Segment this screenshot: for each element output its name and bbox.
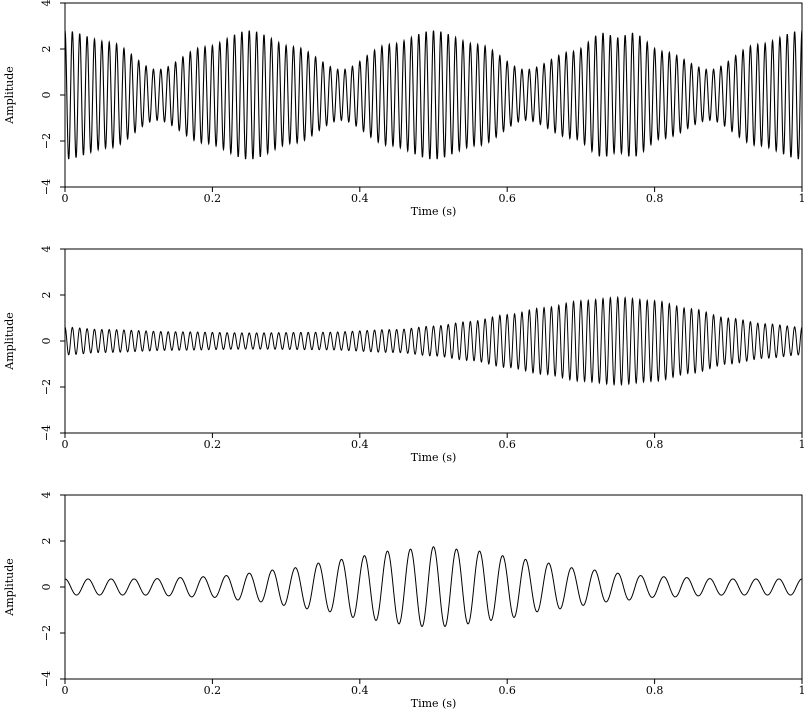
y-tick-label: −2 (40, 133, 53, 149)
x-tick-label: 0.4 (351, 438, 369, 451)
x-tick-label: 0.4 (351, 192, 369, 205)
x-tick-label: 0.6 (498, 684, 516, 697)
x-tick-label: 0.2 (204, 438, 222, 451)
y-tick-label: 2 (40, 292, 53, 299)
series-line-1 (64, 295, 803, 387)
x-tick-label: 0.8 (646, 192, 664, 205)
x-tick-label: 0 (62, 438, 69, 451)
x-axis-label: Time (s) (411, 451, 457, 464)
series-line-1 (64, 546, 803, 627)
chart-panel-2: 0 0.2 0.4 0.6 0.8 1 −4 −2 0 2 4 Time (s) Amplitude (3, 246, 805, 465)
y-tick-label: −2 (40, 379, 53, 395)
y-axis-label: Amplitude (3, 558, 16, 617)
y-tick-label: 0 (40, 338, 53, 345)
x-tick-label: 0.2 (204, 192, 222, 205)
y-tick-label: 4 (40, 246, 53, 253)
x-axis-label: Time (s) (411, 697, 457, 709)
plot-frame (64, 248, 803, 434)
y-tick-label: 2 (40, 46, 53, 53)
x-tick-label: 0 (62, 192, 69, 205)
x-tick-label: 1 (799, 192, 805, 205)
y-tick-label: 0 (40, 584, 53, 591)
x-tick-label: 0.6 (498, 192, 516, 205)
x-tick-label: 1 (799, 684, 805, 697)
y-tick-label: 4 (40, 492, 53, 499)
plot-frame (64, 494, 803, 680)
x-tick-label: 0.8 (646, 684, 664, 697)
x-tick-label: 0.2 (204, 684, 222, 697)
y-tick-label: −4 (40, 671, 53, 687)
x-tick-label: 0.4 (351, 684, 369, 697)
y-tick-label: 2 (40, 538, 53, 545)
y-tick-label: −2 (40, 625, 53, 641)
x-tick-label: 0 (62, 684, 69, 697)
chart-panel-1: 0 0.2 0.4 0.6 0.8 1 −4 −2 0 2 4 Time (s) Amplitude (3, 0, 805, 218)
x-tick-label: 0.8 (646, 438, 664, 451)
y-tick-label: 4 (40, 0, 53, 7)
y-axis-label: Amplitude (3, 312, 16, 371)
y-axis-label: Amplitude (3, 66, 16, 125)
chart-panel-3: 0 0.2 0.4 0.6 0.8 1 −4 −2 0 2 4 Time (s) Amplitude (3, 492, 805, 709)
y-tick-label: −4 (40, 179, 53, 195)
series-line-1 (64, 30, 803, 160)
x-tick-label: 0.6 (498, 438, 516, 451)
x-tick-label: 1 (799, 438, 805, 451)
x-axis-label: Time (s) (411, 205, 457, 218)
y-tick-label: −4 (40, 425, 53, 441)
y-tick-label: 0 (40, 92, 53, 99)
